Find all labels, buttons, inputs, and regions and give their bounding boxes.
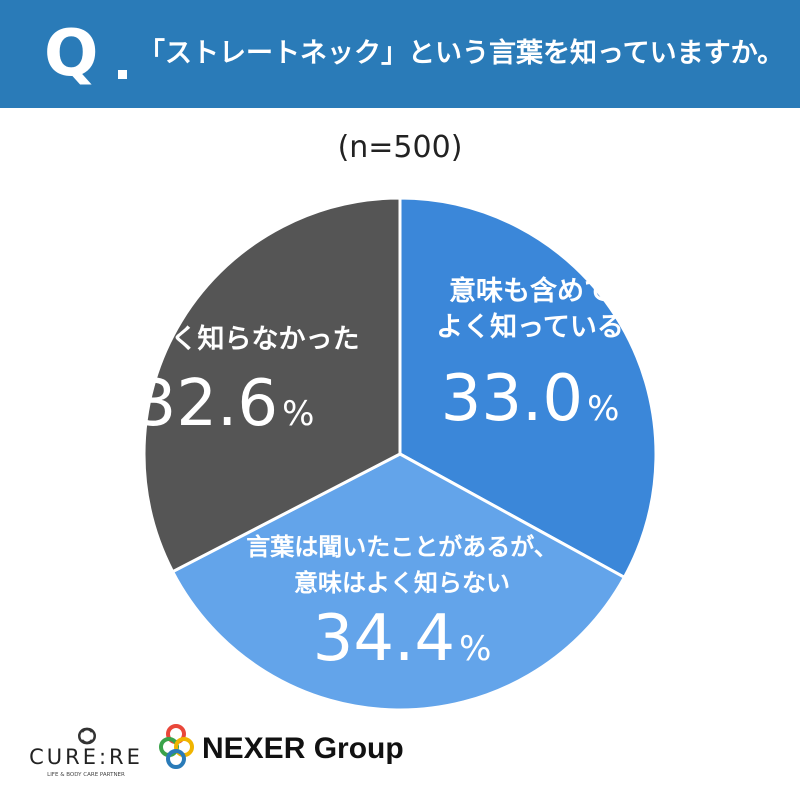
slice-2-label-line-2: 意味はよく知らない: [294, 569, 510, 597]
slice-1-label-line-2: よく知っている: [436, 312, 624, 343]
nexer-wordmark: NEXER Group: [202, 732, 404, 765]
question-mark-label: Q: [44, 17, 99, 91]
slice-2-label-line-1: 言葉は聞いたことがあるが、: [246, 533, 558, 561]
cure-re-logo: CURE:RE LIFE & BODY CARE PARTNER: [29, 727, 143, 778]
pie-slice-1: [398, 196, 658, 580]
pie-slice-3: [142, 196, 402, 574]
cure-re-wordmark: CURE:RE: [29, 745, 143, 769]
question-dot: [118, 70, 127, 79]
question-text: 「ストレートネック」という言葉を知っていますか。: [138, 38, 785, 69]
slice-2-percent-label: 34.4%: [313, 602, 492, 676]
slice-3-label-line-1: まったく知らなかった: [91, 324, 360, 355]
slice-1-percent-label: 33.0%: [441, 362, 620, 436]
nexer-rings-icon: [159, 724, 194, 769]
cure-re-mark-icon: [78, 727, 96, 745]
slice-1-label-line-1: 意味も含めて: [449, 275, 611, 307]
header-banner: Q 「ストレートネック」という言葉を知っていますか。: [0, 0, 800, 108]
slice-3-percent-label: 32.6%: [136, 367, 315, 441]
pie-slice-2: [170, 452, 627, 712]
sample-size: (n=500): [337, 130, 463, 165]
cure-re-tagline: LIFE & BODY CARE PARTNER: [47, 772, 125, 778]
nexer-group-logo: NEXER Group: [159, 724, 404, 769]
